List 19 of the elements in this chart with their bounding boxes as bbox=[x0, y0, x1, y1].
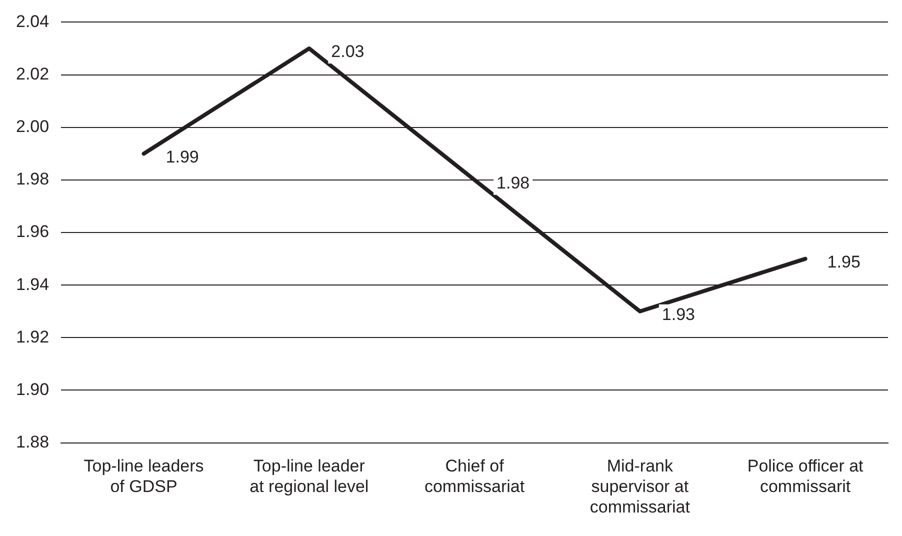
data-label: 2.03 bbox=[331, 42, 364, 62]
data-label: 1.99 bbox=[166, 147, 199, 166]
data-label: 1.93 bbox=[662, 305, 696, 324]
x-tick-label: Police officer at commissarit bbox=[747, 456, 864, 496]
x-tick-label: Chief of commissariat bbox=[424, 456, 525, 496]
x-tick-label: Mid-rank supervisor at commissariat bbox=[590, 456, 690, 516]
data-label: 1.98 bbox=[496, 174, 530, 193]
y-tick-label: 2.00 bbox=[16, 117, 50, 136]
x-tick-label: Top-line leader at regional level bbox=[250, 456, 369, 496]
y-tick-label: 1.98 bbox=[16, 170, 50, 189]
y-tick-label: 1.88 bbox=[16, 432, 50, 452]
x-tick-label: Top-line leaders of GDSP bbox=[84, 456, 204, 496]
y-tick-label: 1.96 bbox=[16, 222, 50, 242]
y-tick-label: 2.04 bbox=[16, 12, 50, 31]
y-tick-label: 1.92 bbox=[16, 327, 50, 346]
y-tick-label: 2.02 bbox=[16, 64, 50, 84]
y-tick-label: 1.90 bbox=[16, 380, 50, 399]
y-tick-label: 1.94 bbox=[16, 274, 50, 294]
data-label: 1.95 bbox=[827, 252, 860, 272]
